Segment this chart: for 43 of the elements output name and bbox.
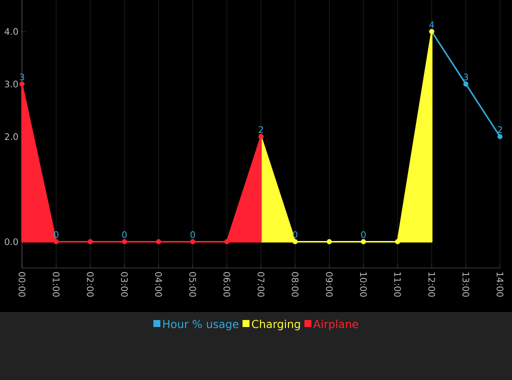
- data-label: 2: [258, 126, 263, 133]
- data-label: 4: [429, 21, 434, 28]
- x-tick-label: 12:00: [428, 272, 436, 297]
- point: [88, 239, 93, 244]
- x-tick-label: 10:00: [360, 272, 367, 297]
- legend-label: Hour % usage: [163, 320, 238, 330]
- data-label: 3: [464, 74, 468, 80]
- x-tick-label: 02:00: [86, 272, 94, 297]
- x-tick-label: 04:00: [155, 272, 162, 297]
- point: [190, 239, 196, 244]
- x-tick-label: 05:00: [189, 272, 196, 297]
- point: [122, 239, 127, 244]
- data-label: 0: [190, 231, 195, 238]
- data-label: 2: [498, 126, 502, 133]
- x-tick-label: 14:00: [496, 272, 504, 297]
- x-tick-label: 08:00: [292, 272, 299, 297]
- x-tick-label: 00:00: [18, 272, 26, 297]
- point: [326, 239, 332, 244]
- point: [463, 82, 468, 87]
- data-label: 0: [122, 231, 127, 238]
- point: [54, 239, 59, 244]
- legend-label: Charging: [252, 320, 300, 330]
- y-tick-label: 4.0: [4, 28, 18, 35]
- point: [156, 239, 162, 244]
- data-label: 3: [20, 74, 24, 80]
- x-tick-label: 11:00: [394, 272, 401, 297]
- point: [360, 239, 366, 244]
- y-tick-label: 3.0: [4, 80, 18, 88]
- x-tick-label: 03:00: [121, 272, 128, 297]
- point: [224, 239, 230, 244]
- point: [497, 134, 503, 140]
- x-tick-label: 09:00: [326, 272, 333, 297]
- x-tick-label: 07:00: [258, 272, 264, 297]
- point: [292, 239, 298, 244]
- legend-label: Airplane: [313, 320, 358, 330]
- y-tick-label: 0.0: [4, 238, 18, 246]
- x-tick-label: 01:00: [52, 272, 60, 297]
- x-tick-label: 06:00: [223, 272, 230, 297]
- data-label: 0: [361, 231, 366, 238]
- point: [395, 239, 400, 244]
- x-tick-label: 13:00: [462, 272, 470, 297]
- y-tick-label: 2.0: [4, 133, 18, 140]
- point: [19, 82, 25, 87]
